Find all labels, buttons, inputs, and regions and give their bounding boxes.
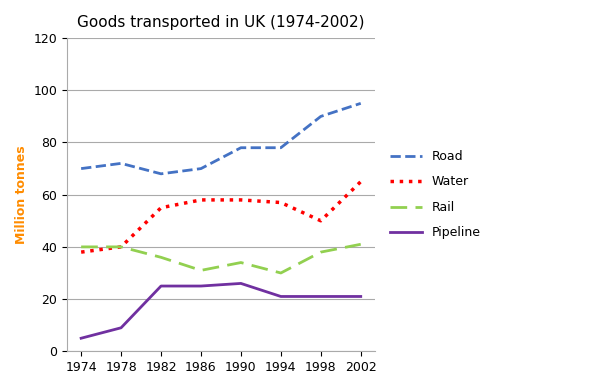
- Pipeline: [197, 284, 204, 288]
- Rail: [317, 250, 324, 254]
- Legend: Road, Water, Rail, Pipeline: Road, Water, Rail, Pipeline: [384, 144, 487, 246]
- Road: [117, 161, 125, 166]
- Road: [237, 145, 244, 150]
- Pipeline: [117, 326, 125, 330]
- Line: Water: Water: [81, 182, 361, 252]
- Road: [197, 166, 204, 171]
- Rail: [197, 268, 204, 273]
- Water: [77, 250, 85, 254]
- Road: [317, 114, 324, 119]
- Water: [357, 179, 365, 184]
- Road: [357, 101, 365, 106]
- Water: [117, 245, 125, 249]
- Water: [157, 205, 165, 210]
- Rail: [157, 255, 165, 260]
- Rail: [237, 260, 244, 265]
- Water: [317, 219, 324, 223]
- Water: [237, 198, 244, 202]
- Rail: [357, 242, 365, 247]
- Title: Goods transported in UK (1974-2002): Goods transported in UK (1974-2002): [77, 15, 365, 30]
- Water: [197, 198, 204, 202]
- Line: Pipeline: Pipeline: [81, 284, 361, 338]
- Rail: [77, 245, 85, 249]
- Rail: [277, 271, 284, 275]
- Y-axis label: Million tonnes: Million tonnes: [15, 145, 28, 244]
- Water: [277, 200, 284, 205]
- Pipeline: [277, 294, 284, 299]
- Pipeline: [357, 294, 365, 299]
- Road: [157, 172, 165, 176]
- Rail: [117, 245, 125, 249]
- Pipeline: [317, 294, 324, 299]
- Line: Road: Road: [81, 103, 361, 174]
- Pipeline: [157, 284, 165, 288]
- Line: Rail: Rail: [81, 244, 361, 273]
- Pipeline: [237, 281, 244, 286]
- Road: [77, 166, 85, 171]
- Pipeline: [77, 336, 85, 340]
- Road: [277, 145, 284, 150]
